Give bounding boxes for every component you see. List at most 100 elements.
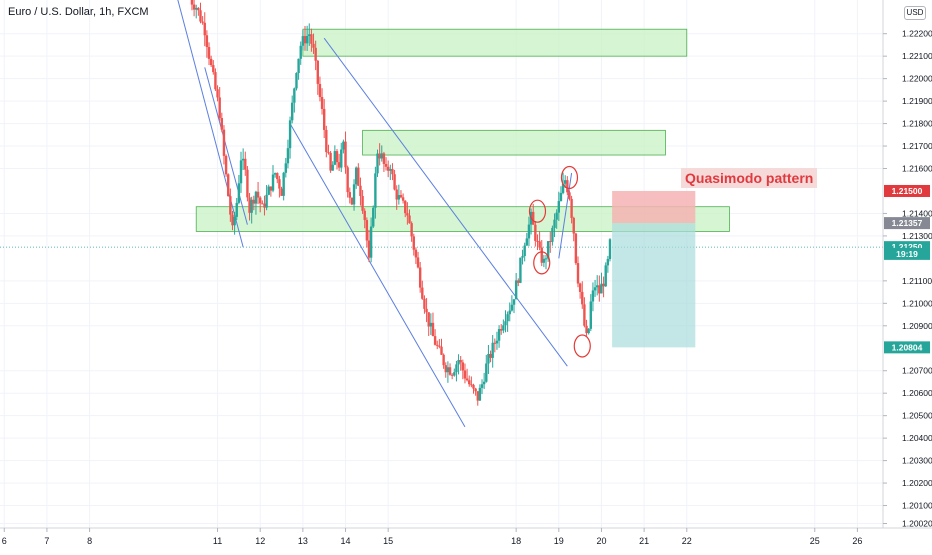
price-tick-label: 1.20500	[902, 411, 932, 421]
candle-body	[600, 283, 603, 294]
price-tick-label: 1.20300	[902, 456, 932, 466]
price-tick-label: 1.22000	[902, 74, 932, 84]
candle-body	[363, 210, 366, 221]
candle-body	[192, 4, 196, 10]
candle-body	[514, 280, 518, 300]
price-flag	[884, 247, 930, 260]
candle-body	[414, 249, 418, 258]
candle-body	[421, 287, 424, 299]
candle-body	[342, 141, 345, 150]
time-tick-label: 14	[341, 536, 351, 546]
candle-body	[297, 58, 300, 74]
time-tick-label: 11	[213, 536, 222, 546]
candle-body	[408, 215, 411, 224]
candle-body	[525, 238, 529, 246]
candle-body	[378, 153, 381, 159]
candle-body	[380, 153, 383, 159]
candle-body	[500, 329, 503, 331]
candle-body	[241, 158, 245, 161]
candle-body	[508, 310, 511, 315]
candle-body	[465, 378, 469, 381]
candle-body	[346, 167, 349, 193]
price-flag	[884, 184, 930, 197]
candle-body	[354, 167, 358, 185]
candle-body	[450, 374, 454, 376]
candle-body	[574, 233, 578, 264]
candle-body	[312, 43, 315, 48]
candle-body	[453, 372, 456, 376]
candle-body	[220, 118, 224, 130]
candle-body	[544, 258, 548, 260]
candle-body	[502, 325, 505, 331]
time-tick-label: 26	[852, 536, 862, 546]
candle-body	[578, 283, 582, 292]
candle-body	[201, 21, 204, 23]
price-flag	[884, 341, 930, 354]
candle-body	[299, 45, 302, 59]
candle-body	[229, 196, 232, 215]
price-tick-label: 1.21900	[902, 96, 932, 106]
price-tick-label: 1.20900	[902, 321, 932, 331]
candle-body	[527, 224, 531, 239]
candle-body	[389, 169, 392, 171]
currency-button[interactable]: USD	[904, 6, 926, 20]
price-tick-label: 1.21600	[902, 164, 932, 174]
candle-body	[404, 200, 407, 214]
candle-body	[310, 34, 313, 44]
price-tick-label: 1.21400	[902, 208, 932, 218]
candle-body	[244, 158, 247, 170]
trendline	[204, 67, 248, 225]
candle-body	[446, 367, 450, 373]
candle-body	[564, 180, 567, 184]
price-tick-label: 1.22200	[902, 29, 932, 39]
price-tick-label: 1.20600	[902, 388, 932, 398]
candle-body	[320, 96, 324, 109]
candle-body	[276, 173, 279, 180]
candle-body	[252, 199, 256, 204]
candle-body	[436, 344, 439, 346]
candle-body	[376, 153, 379, 174]
time-tick-label: 22	[682, 536, 692, 546]
candle-body	[308, 34, 311, 36]
price-tick-label: 1.20100	[902, 501, 932, 511]
candle-body	[352, 184, 356, 205]
price-tick-label: 1.21700	[902, 141, 932, 151]
candle-body	[510, 304, 514, 311]
price-tick-label: 1.20400	[902, 433, 932, 443]
price-tick-label: 1.21100	[902, 276, 932, 286]
candle-body	[322, 108, 326, 130]
candle-body	[214, 72, 217, 90]
time-tick-label: 18	[511, 536, 521, 546]
candle-body	[333, 151, 337, 165]
candle-body	[199, 10, 202, 22]
trendline	[177, 0, 244, 248]
candle-body	[546, 241, 550, 259]
candle-body	[448, 367, 452, 375]
candle-body	[293, 88, 296, 103]
candle-body	[207, 47, 211, 59]
candle-body	[250, 199, 253, 213]
price-tick-label: 1.21000	[902, 298, 932, 308]
candle-body	[553, 219, 556, 228]
candle-body	[227, 174, 230, 197]
position-tool[interactable]	[612, 190, 696, 348]
candle-body	[431, 322, 435, 337]
pattern-label: Quasimodo pattern	[681, 168, 818, 188]
candle-body	[602, 283, 605, 287]
candle-body	[568, 192, 571, 199]
candle-body	[301, 36, 305, 46]
candle-body	[542, 258, 546, 263]
candle-body	[295, 73, 298, 89]
candle-body	[233, 216, 236, 226]
candle-body	[593, 287, 597, 291]
candle-body	[273, 173, 277, 175]
candle-body	[269, 186, 273, 191]
candle-body	[246, 169, 249, 198]
markers	[528, 165, 591, 358]
candle-body	[361, 196, 364, 211]
candle-body	[478, 387, 482, 401]
candle-body	[606, 259, 610, 266]
